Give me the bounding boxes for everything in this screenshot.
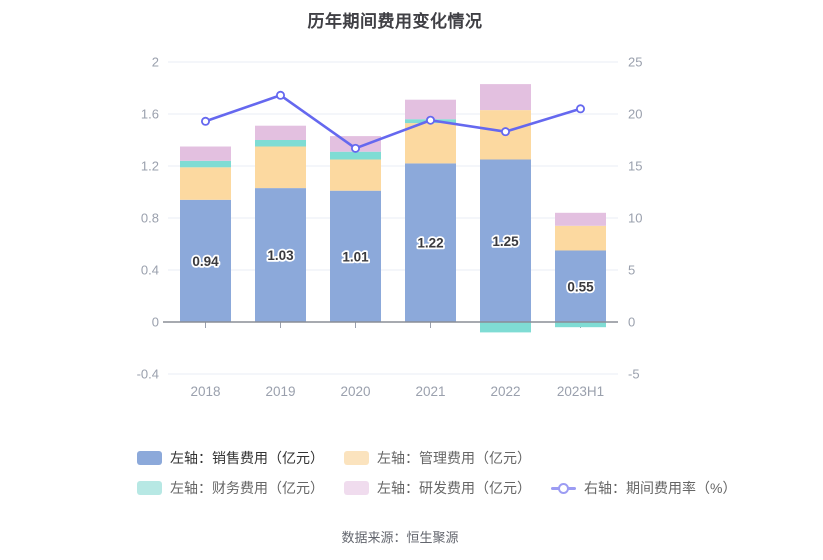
bar-segment[interactable] [555,250,606,323]
bar-segment[interactable] [405,99,456,120]
right-axis-tick-label: 5 [628,263,635,278]
bar-segment[interactable] [555,225,606,251]
right-axis-tick-label: 25 [628,55,642,70]
left-axis-tick-label: 2 [152,55,159,70]
bar-segment[interactable] [255,188,306,322]
bar-value-label: 1.01 [342,249,369,264]
left-axis-tick-label: 1.6 [141,107,159,122]
left-axis-tick-label: 0.4 [141,263,159,278]
bar-segment[interactable] [405,123,456,164]
chart-title: 历年期间费用变化情况 [307,12,483,31]
right-axis-tick-label: 15 [628,159,642,174]
legend-item-series-0[interactable]: 左轴：销售费用（亿元） [137,447,324,469]
left-axis-tick-label: 1.2 [141,159,159,174]
legend-label: 左轴：销售费用（亿元） [170,450,324,466]
legend-swatch-icon [344,451,369,465]
legend-item-series-2[interactable]: 左轴：财务费用（亿元） [137,477,324,499]
legend-label: 左轴：管理费用（亿元） [377,450,531,466]
right-axis-tick-label: -5 [628,367,640,382]
bar-segment[interactable] [255,125,306,140]
rate-line-marker[interactable] [200,116,210,126]
bar-segment[interactable] [180,199,231,322]
legend-swatch-icon [137,451,162,465]
legend-label: 右轴：期间费用率（%） [584,480,737,496]
bar-segment[interactable] [480,159,531,323]
rate-line-marker[interactable] [350,143,360,153]
right-axis-tick-label: 10 [628,211,642,226]
bar-value-label: 1.03 [267,248,294,263]
x-axis-category-label: 2020 [340,384,370,399]
legend-line-marker-icon [551,481,576,495]
chart-plot-area: 0.94 1.03 1.01 1.22 1.25 0.55 2 1.6 1.2 0.8 0.4 0 -0… [137,55,643,400]
bar-segment[interactable] [180,146,231,161]
bar-value-label: 0.94 [192,254,219,269]
right-axis-tick-label: 0 [628,315,635,330]
bar-segment[interactable] [480,84,531,111]
x-axis-category-label: 2018 [190,384,220,399]
left-axis-tick-label: -0.4 [137,367,159,382]
data-source-note: 数据来源：恒生聚源 [341,530,459,545]
left-axis-tick-label: 0.8 [141,211,159,226]
x-axis-category-label: 2023H1 [557,384,604,399]
bar-value-label: 1.25 [492,234,519,249]
legend-item-series-1[interactable]: 左轴：管理费用（亿元） [344,447,531,469]
legend-item-series-3[interactable]: 左轴：研发费用（亿元） [344,477,531,499]
x-axis-category-label: 2019 [265,384,295,399]
bar-segment[interactable] [330,159,381,191]
bar-segment[interactable] [330,190,381,322]
rate-line-marker[interactable] [576,104,586,114]
rate-line-marker[interactable] [275,90,285,100]
bar-segment[interactable] [555,322,606,328]
bar-segment[interactable] [180,160,231,168]
legend-label: 左轴：研发费用（亿元） [377,480,531,496]
x-axis-category-label: 2021 [415,384,445,399]
legend-label: 左轴：财务费用（亿元） [170,480,324,496]
bar-segment[interactable] [180,167,231,200]
chart-legend: 左轴：销售费用（亿元） 左轴：管理费用（亿元） 左轴：财务费用（亿元） 左轴：研发费用… [137,447,757,507]
rate-line-marker[interactable] [425,115,435,125]
bar-segment[interactable] [330,151,381,160]
rate-line [204,93,582,150]
legend-item-rate[interactable]: 右轴：期间费用率（%） [551,477,736,499]
bar-value-label: 0.55 [567,279,594,294]
legend-swatch-icon [344,481,369,495]
rate-line-marker[interactable] [500,127,510,137]
bar-segment[interactable] [555,212,606,226]
bar-segment[interactable] [480,322,531,333]
legend-swatch-icon [137,481,162,495]
bar-segment[interactable] [405,163,456,322]
right-axis-tick-label: 20 [628,107,642,122]
bar-segment[interactable] [255,146,306,189]
bar-value-label: 1.22 [417,236,443,251]
x-axis-category-label: 2022 [490,384,520,399]
bar-segment[interactable] [255,140,306,147]
left-axis-tick-label: 0 [152,315,159,330]
